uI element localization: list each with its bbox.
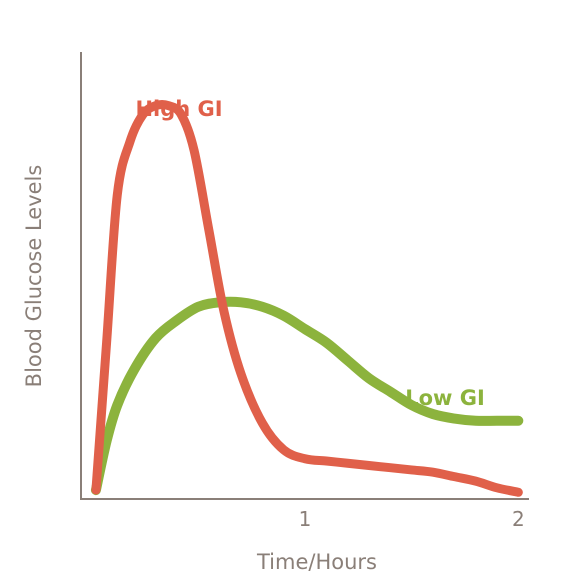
series-label-low-gi: Low GI (405, 386, 485, 410)
x-tick-label-2: 2 (512, 507, 525, 531)
series-label-high-gi: High GI (135, 97, 222, 121)
x-tick-label-1: 1 (299, 507, 312, 531)
series-layer (90, 100, 524, 497)
y-axis-label: Blood Glucose Levels (22, 165, 46, 388)
series-line-low-gi (90, 296, 524, 496)
x-axis-label: Time/Hours (256, 550, 377, 574)
series-line-high-gi (91, 100, 523, 497)
